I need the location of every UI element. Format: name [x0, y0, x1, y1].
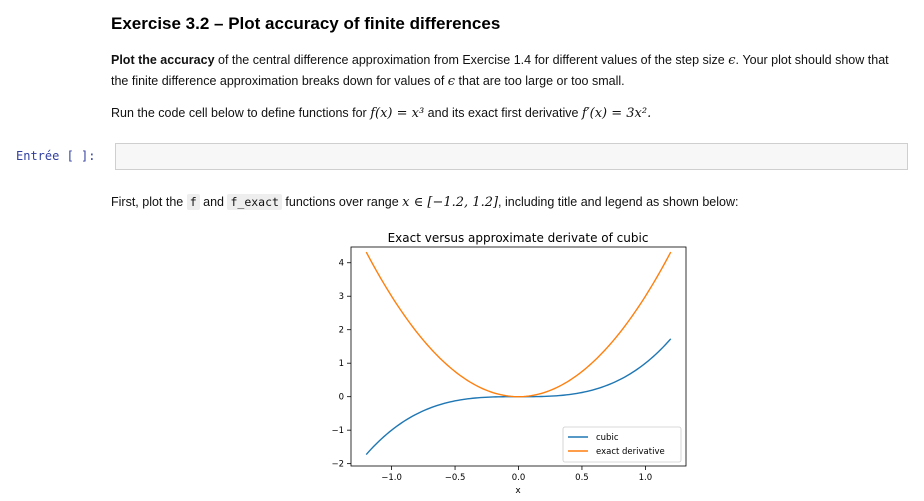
paragraph-run-cell: Run the code cell below to define functi…: [111, 103, 901, 124]
legend-box: [562, 426, 682, 463]
y-tick-label: 0: [339, 393, 344, 403]
x-tick-label: 1.0: [639, 473, 653, 483]
y-tick-label: 2: [339, 326, 344, 336]
p2-text1: Run the code cell below to define functi…: [111, 106, 371, 120]
legend-label: cubic: [596, 433, 619, 443]
p1-text3: that are too large or too small.: [455, 74, 625, 88]
range-formula: x ∈ [−1.2, 1.2]: [402, 195, 499, 210]
p3-text3: functions over range: [281, 195, 403, 209]
p3-text4: , including title and legend as shown be…: [498, 195, 739, 209]
chart-figure: Exact versus approximate derivate of cub…: [331, 231, 687, 496]
derivative-formula: f′(x) = 3x².: [581, 106, 652, 121]
p1-text2: . Your plot should show that the finite …: [111, 53, 889, 88]
p3-text2: and: [199, 195, 228, 209]
bold-phrase: Plot the accuracy: [111, 53, 215, 67]
epsilon-symbol-2: ϵ: [447, 74, 456, 89]
p2-text2: and its exact first derivative: [424, 106, 582, 120]
x-tick-label: 0.0: [512, 473, 526, 483]
chart-title: Exact versus approximate derivate of cub…: [388, 231, 649, 245]
input-prompt: Entrée [ ]:: [16, 149, 96, 163]
exercise-heading: Exercise 3.2 – Plot accuracy of finite d…: [111, 14, 501, 33]
y-tick-label: 3: [339, 292, 344, 302]
x-axis-label: x: [515, 486, 521, 496]
y-tick-label: 4: [339, 259, 344, 269]
x-tick-label: 0.5: [575, 473, 589, 483]
code-f-exact: f_exact: [227, 194, 282, 210]
epsilon-symbol: ϵ: [728, 53, 736, 68]
series-line-exact-derivative: [365, 251, 672, 398]
y-tick-label: −1: [331, 426, 344, 436]
function-formula: f(x) = x³: [370, 106, 425, 121]
x-tick-label: −0.5: [445, 473, 466, 483]
code-cell-input[interactable]: [115, 143, 908, 170]
legend-label: exact derivative: [596, 447, 665, 457]
code-f: f: [186, 194, 200, 210]
p1-text1: of the central difference approximation …: [214, 53, 729, 67]
y-tick-label: 1: [339, 359, 344, 369]
p3-text1: First, plot the: [111, 195, 187, 209]
legend: cubic exact derivative: [562, 426, 682, 463]
paragraph-instructions: Plot the accuracy of the central differe…: [111, 50, 901, 92]
x-tick-label: −1.0: [381, 473, 402, 483]
paragraph-plot-instructions: First, plot the f and f_exact functions …: [111, 192, 901, 213]
y-tick-label: −2: [331, 460, 344, 470]
